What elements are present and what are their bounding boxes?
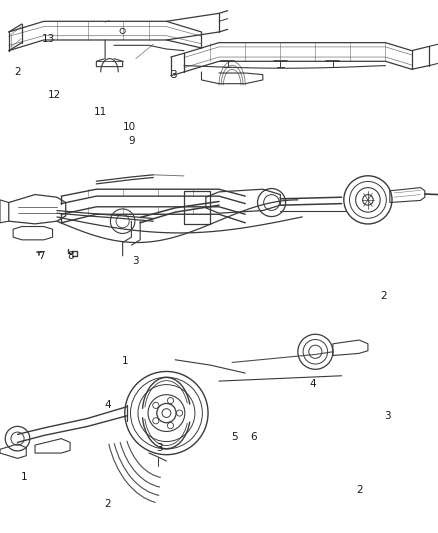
Text: 12: 12 xyxy=(48,90,61,100)
Text: 4: 4 xyxy=(104,400,111,410)
Text: 6: 6 xyxy=(251,432,258,442)
Text: 7: 7 xyxy=(38,251,45,261)
Text: 13: 13 xyxy=(42,34,55,44)
Text: 4: 4 xyxy=(310,379,317,389)
Text: 2: 2 xyxy=(380,291,387,301)
Text: 1: 1 xyxy=(21,472,28,482)
Text: 11: 11 xyxy=(94,107,107,117)
Text: 9: 9 xyxy=(128,136,135,146)
Text: 8: 8 xyxy=(67,251,74,261)
Text: 2: 2 xyxy=(104,499,111,508)
Text: 10: 10 xyxy=(123,122,136,132)
Text: 3: 3 xyxy=(170,70,177,79)
Text: 2: 2 xyxy=(356,486,363,495)
Text: 3: 3 xyxy=(132,256,139,266)
Text: 3: 3 xyxy=(156,443,163,453)
Text: 5: 5 xyxy=(231,432,238,442)
Text: 3: 3 xyxy=(384,411,391,421)
Text: 2: 2 xyxy=(14,67,21,77)
Text: 1: 1 xyxy=(121,357,128,366)
